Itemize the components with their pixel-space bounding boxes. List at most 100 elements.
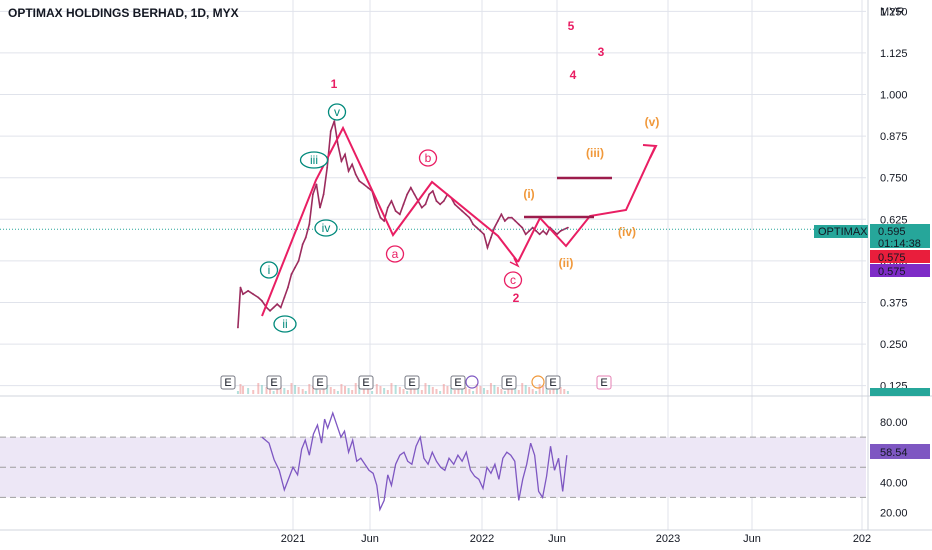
wave-label: (iii) — [586, 146, 604, 160]
price-point — [428, 193, 431, 196]
earnings-marker: E — [362, 377, 369, 389]
price-point — [472, 223, 475, 226]
wave-label: iii — [310, 153, 318, 167]
price-point — [542, 230, 544, 232]
price-point — [287, 286, 289, 289]
volume-bar — [450, 388, 453, 394]
volume-bar — [524, 385, 527, 394]
price-point — [442, 200, 445, 202]
price-point — [326, 166, 329, 169]
volume-bar — [390, 383, 393, 394]
price-point — [315, 183, 318, 186]
price-point — [503, 220, 506, 222]
time-tick-label: 202 — [853, 533, 871, 545]
volume-bar — [283, 388, 286, 394]
volume-bars — [236, 383, 569, 394]
wave-label: v — [334, 105, 340, 119]
wave-label-circle — [273, 315, 297, 333]
volume-bar — [510, 386, 513, 394]
price-point — [375, 206, 378, 209]
price-point — [524, 233, 527, 236]
volume-bar — [464, 387, 467, 394]
volume-bar — [242, 386, 245, 394]
wave-label: (i) — [523, 187, 534, 201]
wave-label: 2 — [513, 291, 520, 305]
volume-bar — [468, 389, 471, 394]
price-point — [538, 233, 541, 236]
earnings-marker: E — [505, 377, 512, 389]
price-point — [528, 230, 531, 232]
price-point — [468, 216, 471, 219]
volume-bar — [333, 389, 336, 394]
volume-bar — [531, 389, 534, 394]
volume-bar — [479, 386, 482, 394]
volume-bar — [428, 385, 431, 394]
volume-bar — [542, 386, 545, 394]
volume-bar — [329, 387, 332, 394]
price-point — [457, 206, 460, 209]
projection-arrow-head — [642, 144, 658, 159]
red-price-badge-text: 0.575 — [878, 252, 906, 264]
price-point — [301, 243, 304, 246]
volume-bar — [453, 390, 456, 394]
price-point — [398, 213, 401, 216]
last-price-badge-text: 01:14:38 — [878, 238, 921, 250]
volume-bar — [528, 387, 531, 394]
volume-bar — [521, 383, 524, 394]
volume-bar — [517, 390, 520, 394]
price-point — [308, 223, 311, 226]
rsi-series — [261, 411, 568, 512]
price-point — [269, 309, 271, 312]
volume-bar — [424, 383, 427, 394]
price-point — [464, 213, 467, 216]
earnings-marker: E — [408, 377, 415, 389]
earnings-marker-box — [450, 375, 466, 390]
price-point — [461, 210, 464, 212]
price-point — [453, 203, 456, 206]
wave-label-circle — [314, 219, 338, 237]
wave-label: c — [510, 273, 516, 287]
price-point — [545, 233, 548, 236]
price-point — [362, 183, 365, 186]
wave-label: (v) — [645, 115, 660, 129]
volume-bar — [406, 391, 409, 394]
rsi-tick-label: 40.00 — [880, 477, 908, 489]
price-point — [260, 299, 263, 302]
price-point — [493, 226, 496, 229]
purple-price-badge-box — [870, 264, 930, 277]
price-point — [311, 193, 314, 196]
wave-label: iv — [322, 221, 331, 235]
price-point — [420, 206, 423, 209]
earnings-marker-box — [312, 375, 328, 390]
price-tick-label: 1.250 — [880, 6, 908, 18]
volume-bar — [549, 390, 552, 394]
volume-bar — [239, 384, 242, 394]
earnings-marker-box — [596, 375, 612, 390]
wave-label: 5 — [568, 19, 575, 33]
price-point — [531, 226, 534, 229]
volume-bar — [358, 385, 361, 394]
price-series — [0, 120, 866, 329]
price-point — [439, 203, 442, 206]
price-point — [424, 203, 427, 206]
price-point — [435, 200, 438, 202]
time-tick-label: 2023 — [656, 533, 680, 545]
price-point — [413, 193, 416, 196]
earnings-marker: E — [600, 377, 607, 389]
earnings-marker-box — [358, 375, 374, 390]
price-point — [247, 289, 250, 292]
price-point — [237, 326, 239, 329]
price-point — [294, 266, 296, 269]
volume-bar — [398, 387, 401, 394]
volume-bar — [493, 385, 496, 394]
earnings-marker: E — [224, 377, 231, 389]
volume-bar — [514, 388, 517, 394]
volume-badge-box — [870, 388, 930, 396]
price-point — [333, 120, 336, 123]
rsi-band — [0, 436, 866, 498]
volume-bar — [375, 384, 378, 394]
volume-bar — [500, 389, 503, 394]
wave-label-circle — [503, 271, 523, 289]
projection-line — [517, 146, 656, 263]
